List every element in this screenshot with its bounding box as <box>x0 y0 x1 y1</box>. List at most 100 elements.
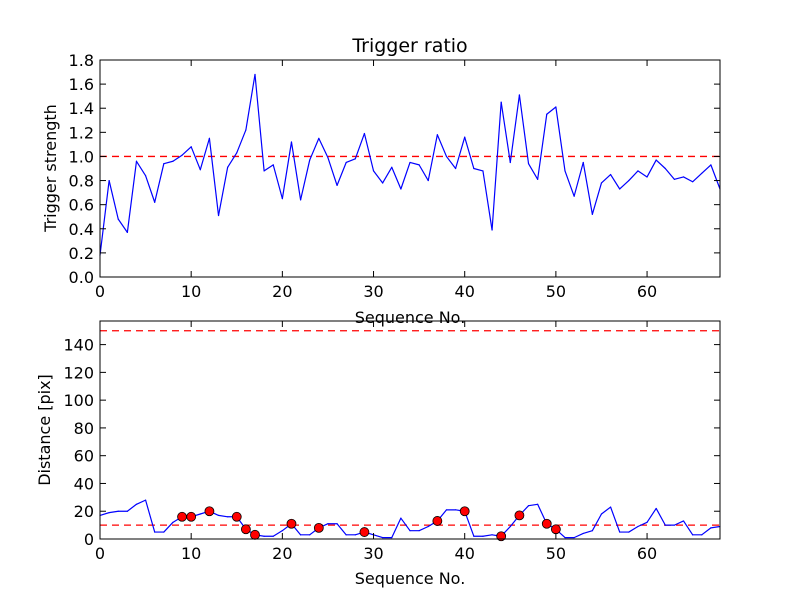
x-tick-label: 40 <box>455 544 475 563</box>
plot-layer <box>99 330 721 542</box>
data-point-marker <box>550 524 561 535</box>
series-segment <box>573 161 584 197</box>
series-segment <box>391 517 402 539</box>
y-tick-label: 120 <box>63 363 94 382</box>
series-segment <box>391 166 402 190</box>
trigger-ratio-chart: Trigger ratio 0 10 20 30 40 50 600.00.20.40.60… <box>41 35 721 327</box>
series-segment <box>655 507 666 526</box>
y-axis-label: Distance [pix] <box>35 374 54 486</box>
series-segment <box>454 136 466 170</box>
series-segment <box>673 176 685 180</box>
series-segment <box>527 163 539 180</box>
series-segment <box>263 164 274 172</box>
series-segment <box>464 136 475 170</box>
series-segment <box>99 179 110 256</box>
series-segment <box>299 159 311 201</box>
series-segment <box>609 506 621 533</box>
series-segment <box>163 521 174 533</box>
series-segment <box>701 164 712 174</box>
series-segment <box>591 513 603 532</box>
series-segment <box>564 170 575 197</box>
plot-frame <box>99 320 721 540</box>
y-tick-label: 1.4 <box>69 99 94 118</box>
x-tick-label: 60 <box>637 282 657 301</box>
data-point-marker <box>204 506 215 517</box>
series-segment <box>418 164 429 182</box>
y-tick-label: 0 <box>84 530 94 549</box>
series-segment <box>400 161 411 190</box>
x-tick-label: 10 <box>181 282 201 301</box>
series-segment <box>372 534 384 539</box>
x-tick-label: 60 <box>637 544 657 563</box>
series-segment <box>509 94 521 164</box>
series-segment <box>382 166 393 184</box>
series-segment <box>646 507 657 523</box>
ticks-layer: 0 10 20 30 40 50 60 0 20 40 60 80 100 120 140 <box>63 321 720 563</box>
series-segment <box>628 170 639 182</box>
series-segment <box>710 164 721 190</box>
series-segment <box>363 132 375 172</box>
series-segment <box>217 514 229 518</box>
y-tick-label: 1.8 <box>69 51 94 70</box>
series-segment <box>637 170 648 178</box>
series-segment <box>135 499 147 505</box>
ticks-layer: 0 10 20 30 40 50 60 0.0 0.2 0.4 0.6 0.8 1.0 1.2 1.4 1.6… <box>69 51 720 301</box>
x-axis-label: Sequence No. <box>355 308 466 327</box>
series-segment <box>628 525 639 533</box>
x-tick-label: 50 <box>546 282 566 301</box>
series-segment <box>227 152 238 168</box>
data-point-marker <box>231 511 242 522</box>
y-tick-label: 1.2 <box>69 123 94 142</box>
x-axis-label: Sequence No. <box>355 569 466 588</box>
series-segment <box>309 137 320 161</box>
x-tick-label: 20 <box>272 282 292 301</box>
series-segment <box>701 527 712 536</box>
series-segment <box>272 530 283 537</box>
series-segment <box>710 525 721 529</box>
series-segment <box>163 160 174 165</box>
x-tick-label: 40 <box>455 282 475 301</box>
series-segment <box>537 113 548 180</box>
plot-layer <box>99 73 721 256</box>
x-tick-label: 30 <box>363 282 383 301</box>
series-segment <box>172 154 183 162</box>
series-segment <box>436 134 448 158</box>
series-segment <box>345 158 356 164</box>
series-segment <box>336 523 347 536</box>
series-segment <box>409 161 420 166</box>
x-tick-label: 0 <box>95 544 105 563</box>
series-segment <box>126 160 138 233</box>
series-segment <box>582 161 593 215</box>
series-segment <box>482 534 493 537</box>
series-segment <box>591 182 603 215</box>
series-segment <box>518 94 530 165</box>
series-segment <box>573 532 584 539</box>
y-tick-label: 0.4 <box>69 220 94 239</box>
series-segment <box>427 134 438 182</box>
series-segment <box>99 512 110 516</box>
series-segment <box>354 132 366 160</box>
distance-chart: 0 10 20 30 40 50 60 0 20 40 60 80 100 120 140 Sequence… <box>35 320 721 588</box>
x-tick-label: 50 <box>546 544 566 563</box>
series-segment <box>126 503 138 512</box>
series-segment <box>245 73 256 131</box>
data-point-marker <box>496 531 507 542</box>
data-point-marker <box>286 518 297 529</box>
y-tick-label: 1.0 <box>69 147 94 166</box>
data-point-marker <box>514 510 525 521</box>
series-segment <box>208 137 220 217</box>
series-segment <box>609 173 621 190</box>
y-tick-label: 40 <box>74 474 94 493</box>
series-segment <box>473 167 484 172</box>
series-segment <box>290 141 302 201</box>
series-segment <box>217 166 229 217</box>
y-tick-label: 0.6 <box>69 196 94 215</box>
series-segment <box>400 517 411 532</box>
series-segment <box>117 218 128 233</box>
data-point-marker <box>459 506 470 517</box>
series-segment <box>154 163 165 203</box>
series-segment <box>682 176 694 183</box>
y-tick-label: 60 <box>74 447 94 466</box>
